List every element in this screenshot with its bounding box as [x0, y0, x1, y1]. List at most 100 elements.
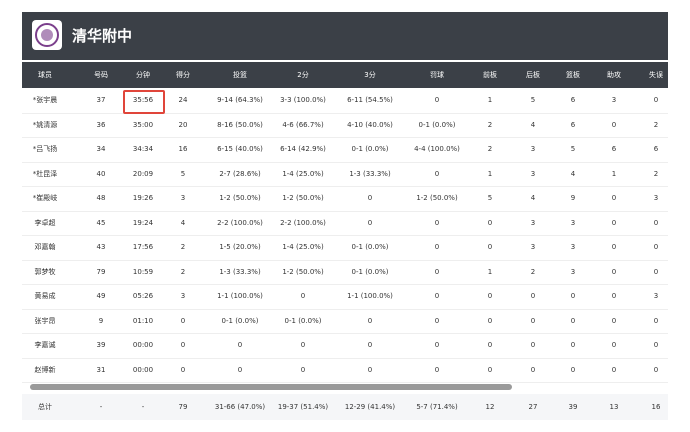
cell: 9 — [570, 194, 576, 202]
cell: 得分 — [176, 71, 190, 79]
cell: 2-2 (100.0%) — [280, 218, 326, 227]
cell: 40 — [96, 169, 106, 178]
cell: 3 — [570, 243, 576, 251]
player-row: 郭梦牧 79 10:59 2 1-3 (33.3%) 1-2 (50.0%) 0-1 (0.… — [22, 260, 668, 285]
cell: 0 — [180, 365, 186, 374]
cell: 3 — [180, 194, 186, 202]
cell: 79 — [96, 267, 106, 276]
cell: 8-16 (50.0%) — [217, 120, 263, 129]
cell: 1-4 (25.0%) — [282, 169, 324, 178]
cell: 31 — [96, 365, 106, 374]
cell: 0 — [653, 341, 659, 349]
cell: *吕飞扬 — [32, 145, 58, 153]
cell: 5 — [487, 194, 493, 202]
cell: 1 — [487, 96, 493, 104]
cell: 37 — [96, 96, 106, 104]
cell: 36 — [96, 120, 106, 129]
cell: 24 — [178, 96, 188, 104]
cell: 2 — [487, 120, 493, 129]
cell: 0 — [487, 218, 493, 227]
cell: 1 — [487, 267, 493, 276]
cell: 0 — [611, 292, 617, 300]
player-row: 张宇昂 9 01:10 0 0-1 (0.0%) 0-1 (0.0%) 0 0 0 0 0 0 0 — [22, 309, 668, 334]
scrollbar[interactable] — [30, 384, 512, 390]
cell: 2 — [180, 267, 186, 276]
cell: 0 — [434, 365, 440, 374]
cell: 投篮 — [233, 71, 247, 79]
cell: 0-1 (0.0%) — [221, 316, 259, 325]
cell: 9 — [98, 316, 104, 325]
player-row: 李嘉诚 39 00:00 0 0 0 0 0 0 0 0 0 0 — [22, 333, 668, 359]
cell: 0 — [434, 243, 440, 251]
cell: 0 — [300, 292, 306, 300]
cell: 79 — [178, 403, 188, 411]
cell: 6 — [611, 145, 617, 153]
cell: 3 — [530, 243, 536, 251]
cell: 4 — [570, 169, 576, 178]
cell: 0 — [300, 365, 306, 374]
cell: 20 — [178, 120, 188, 129]
cell: 0 — [487, 316, 493, 325]
cell: 3 — [530, 145, 536, 153]
cell: 0 — [570, 292, 576, 300]
cell: 0 — [237, 341, 243, 349]
cell: 0 — [487, 243, 493, 251]
cell: 12 — [485, 403, 495, 411]
cell: 总计 — [38, 403, 52, 411]
cell: 1-2 (50.0%) — [282, 194, 324, 202]
cell: 0 — [237, 365, 243, 374]
cell: *张宇晨 — [32, 96, 58, 104]
cell: 0 — [434, 96, 440, 104]
cell: 黄易成 — [34, 292, 56, 300]
cell: 1-1 (100.0%) — [217, 292, 263, 300]
cell: 6-15 (40.0%) — [217, 145, 263, 153]
cell: *姚清源 — [32, 120, 58, 129]
cell: 0 — [653, 243, 659, 251]
cell: 0 — [434, 341, 440, 349]
cell: 0 — [653, 96, 659, 104]
cell: 39 — [96, 341, 106, 349]
cell: 05:26 — [132, 292, 154, 300]
cell: *杜昆泽 — [32, 169, 58, 178]
team-logo — [32, 20, 62, 50]
cell: 邓嘉翰 — [34, 243, 56, 251]
cell: 12-29 (41.4%) — [344, 403, 396, 411]
cell: 0 — [611, 243, 617, 251]
cell: 分钟 — [136, 71, 150, 79]
cell: 3-3 (100.0%) — [280, 96, 326, 104]
player-row: 赵博新 31 00:00 0 0 0 0 0 0 0 0 0 0 — [22, 358, 668, 383]
cell: 3 — [530, 218, 536, 227]
cell: 1-2 (50.0%) — [416, 194, 458, 202]
cell: 1 — [487, 169, 493, 178]
player-row: 黄易成 49 05:26 3 1-1 (100.0%) 0 1-1 (100.0%) 0 0 0 0… — [22, 284, 668, 310]
cell: 0 — [300, 341, 306, 349]
player-row: 李卓超 45 19:24 4 2-2 (100.0%) 2-2 (100.0%) 0 0 0 3 3… — [22, 211, 668, 236]
cell: 赵博新 — [34, 365, 56, 374]
cell: 前板 — [483, 71, 497, 79]
cell: 35:56 — [132, 96, 154, 104]
cell: - — [141, 403, 145, 411]
cell: 6 — [653, 145, 659, 153]
cell: 0-1 (0.0%) — [351, 243, 389, 251]
cell: 2-7 (28.6%) — [219, 169, 261, 178]
player-row: *崔殿岐 48 19:26 3 1-2 (50.0%) 1-2 (50.0%) 0 1-2 (… — [22, 186, 668, 212]
cell: 2 — [487, 145, 493, 153]
cell: 0 — [434, 292, 440, 300]
cell: 19:26 — [132, 194, 154, 202]
cell: 2 — [653, 169, 659, 178]
cell: 0 — [180, 341, 186, 349]
cell: 0 — [180, 316, 186, 325]
cell: 0 — [611, 120, 617, 129]
cell: 1-1 (100.0%) — [347, 292, 393, 300]
cell: 3 — [653, 194, 659, 202]
cell: 0 — [611, 316, 617, 325]
cell: 0-1 (0.0%) — [284, 316, 322, 325]
cell: 6-11 (54.5%) — [347, 96, 393, 104]
cell: 01:10 — [132, 316, 154, 325]
cell: 0 — [487, 365, 493, 374]
player-row: *吕飞扬 34 34:34 16 6-15 (40.0%) 6-14 (42.9%) 0-1… — [22, 137, 668, 163]
cell: 5 — [180, 169, 186, 178]
cell: 3 — [530, 169, 536, 178]
cell: 0-1 (0.0%) — [351, 145, 389, 153]
cell: 3 — [653, 292, 659, 300]
